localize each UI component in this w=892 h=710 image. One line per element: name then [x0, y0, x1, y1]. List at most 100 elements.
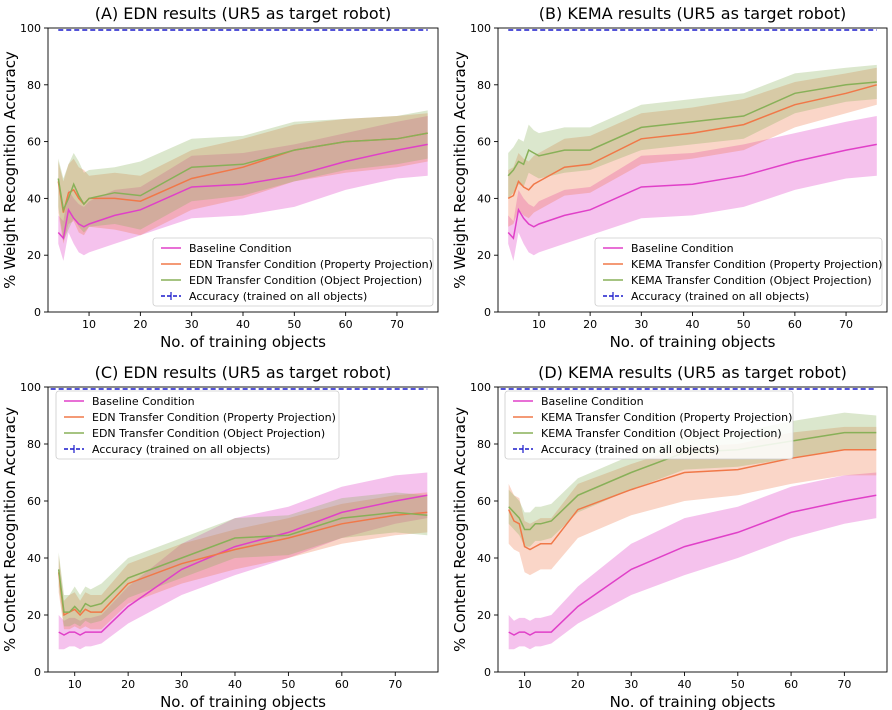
x-axis-label: No. of training objects	[610, 693, 776, 710]
series-line-baseline	[58, 494, 428, 636]
confidence-band-baseline	[58, 472, 428, 650]
x-tick-label: 10	[518, 678, 532, 691]
x-tick-label: 40	[678, 678, 692, 691]
x-tick-label: 30	[185, 318, 199, 331]
x-tick-label: 60	[788, 318, 802, 331]
y-axis-label: % Content Recognition Accuracy	[451, 407, 469, 652]
chart-title: (A) EDN results (UR5 as target robot)	[95, 4, 391, 23]
y-tick-label: 80	[477, 79, 491, 92]
legend-label-object: KEMA Transfer Condition (Object Projecti…	[631, 274, 872, 287]
legend-label-baseline: Baseline Condition	[189, 242, 292, 255]
legend-box	[594, 237, 883, 307]
y-tick-label: 80	[27, 438, 41, 451]
axes-frame	[497, 386, 888, 673]
y-tick-label: 0	[484, 306, 491, 319]
y-tick-label: 40	[477, 192, 491, 205]
x-tick-label: 20	[121, 678, 135, 691]
x-tick-label: 20	[583, 318, 597, 331]
legend-box	[504, 390, 794, 460]
legend-label-object: EDN Transfer Condition (Object Projectio…	[92, 427, 325, 440]
legend: Baseline Condition EDN Transfer Condition…	[55, 390, 340, 460]
x-tick-label: 10	[82, 318, 96, 331]
confidence-band-property	[508, 67, 877, 227]
legend: Baseline Condition EDN Transfer Condition…	[152, 237, 434, 307]
series-line-property	[508, 448, 877, 551]
chart-panel-c: 10 20 30 40 50 60 70 0 20 40 60 80 100 (C) EDN result…	[1, 363, 439, 710]
x-axis-label: No. of training objects	[160, 693, 326, 710]
y-tick-label: 100	[20, 381, 41, 394]
legend-label-baseline: Baseline Condition	[541, 395, 644, 408]
confidence-band-baseline	[508, 116, 877, 261]
x-tick-label: 40	[236, 318, 250, 331]
y-tick-label: 100	[470, 381, 491, 394]
series-line-baseline	[507, 143, 877, 240]
legend-box	[55, 390, 340, 460]
series-line-property	[507, 84, 878, 200]
chart-title: (D) KEMA results (UR5 as target robot)	[538, 363, 847, 382]
legend-label-property: KEMA Transfer Condition (Property Projec…	[631, 258, 882, 271]
legend: Baseline Condition KEMA Transfer Conditio…	[594, 237, 883, 307]
x-tick-label: 20	[571, 678, 585, 691]
legend-label-object: KEMA Transfer Condition (Object Projecti…	[541, 427, 782, 440]
series-line-object	[57, 132, 428, 213]
legend-label-property: KEMA Transfer Condition (Property Projec…	[541, 411, 792, 424]
x-axis-label: No. of training objects	[160, 333, 326, 351]
x-tick-label: 30	[624, 678, 638, 691]
y-tick-label: 40	[27, 192, 41, 205]
x-tick-label: 70	[837, 678, 851, 691]
legend-label-property: EDN Transfer Condition (Property Project…	[92, 411, 336, 424]
legend-label-property: EDN Transfer Condition (Property Project…	[189, 258, 433, 271]
chart-panel-d: 10 20 30 40 50 60 70 0 20 40 60 80 100 (D) KEMA resul…	[451, 363, 888, 710]
y-axis-label: % Content Recognition Accuracy	[1, 407, 19, 652]
y-tick-label: 20	[477, 249, 491, 262]
legend-label-baseline: Baseline Condition	[92, 395, 195, 408]
chart-title: (B) KEMA results (UR5 as target robot)	[539, 4, 846, 23]
legend-box	[152, 237, 434, 307]
x-tick-label: 50	[737, 318, 751, 331]
x-tick-label: 60	[784, 678, 798, 691]
y-tick-label: 80	[27, 79, 41, 92]
y-tick-label: 60	[477, 136, 491, 149]
x-tick-label: 50	[731, 678, 745, 691]
legend-label-accuracy: Accuracy (trained on all objects)	[92, 443, 270, 456]
y-axis-label: % Weight Recognition Accuracy	[451, 51, 469, 289]
confidence-band-baseline	[508, 472, 877, 650]
y-tick-label: 60	[477, 495, 491, 508]
y-tick-label: 0	[484, 666, 491, 679]
legend: Baseline Condition KEMA Transfer Conditio…	[504, 390, 794, 460]
legend-label-accuracy: Accuracy (trained on all objects)	[189, 290, 367, 303]
series-line-object	[507, 81, 877, 177]
y-tick-label: 20	[27, 609, 41, 622]
plot-area	[48, 388, 428, 650]
x-tick-label: 20	[133, 318, 147, 331]
y-tick-label: 100	[20, 22, 41, 35]
legend-label-accuracy: Accuracy (trained on all objects)	[631, 290, 809, 303]
legend-label-object: EDN Transfer Condition (Object Projectio…	[189, 274, 422, 287]
y-tick-label: 40	[477, 552, 491, 565]
y-tick-label: 80	[477, 438, 491, 451]
y-axis-label: % Weight Recognition Accuracy	[1, 51, 19, 289]
y-tick-label: 20	[27, 249, 41, 262]
y-tick-label: 100	[470, 22, 491, 35]
legend-label-baseline: Baseline Condition	[631, 242, 734, 255]
series-line-baseline	[57, 143, 428, 240]
x-tick-label: 30	[175, 678, 189, 691]
y-tick-label: 60	[27, 136, 41, 149]
chart-panel-a: 10 20 30 40 50 60 70 0 20 40 60 80 100 (A) EDN result…	[1, 4, 439, 351]
legend-label-accuracy: Accuracy (trained on all objects)	[541, 443, 719, 456]
y-tick-label: 20	[477, 609, 491, 622]
series-line-baseline	[508, 494, 877, 636]
x-tick-label: 70	[839, 318, 853, 331]
x-tick-label: 40	[686, 318, 700, 331]
x-tick-label: 50	[287, 318, 301, 331]
x-tick-label: 60	[335, 678, 349, 691]
chart-title: (C) EDN results (UR5 as target robot)	[95, 363, 392, 382]
confidence-band-property	[58, 492, 428, 630]
x-tick-label: 70	[388, 678, 402, 691]
x-tick-label: 40	[228, 678, 242, 691]
series-line-object	[57, 511, 428, 614]
plot-area	[507, 29, 878, 261]
x-tick-label: 10	[68, 678, 82, 691]
